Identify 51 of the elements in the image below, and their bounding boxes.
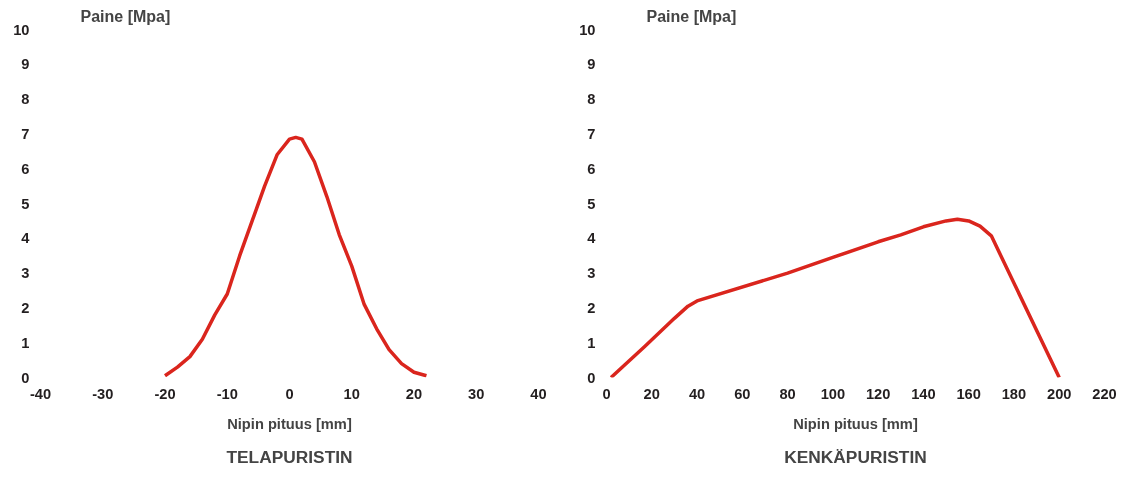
x-tick-label: 80 [779,385,796,402]
y-tick-label: 8 [21,91,30,108]
y-tick-label: 10 [579,21,596,38]
y-tick-label: 9 [587,56,596,73]
x-tick-label: 0 [602,385,611,402]
x-tick-label: 60 [734,385,751,402]
x-tick-label: 30 [468,385,485,402]
text: KENKÄPURISTIN [784,446,927,467]
line-series [163,135,429,378]
y-tick-label: 4 [587,230,597,247]
x-tick-label: -40 [29,385,52,402]
x-tick-label: 120 [865,385,891,402]
x-axis-title: Nipin pituus [mm] [227,415,352,432]
x-tick-label: 140 [911,385,936,402]
y-tick-label: 3 [587,265,596,282]
x-tick-label: -30 [92,385,114,402]
x-tick-label: 40 [688,385,706,402]
y-tick-label: 5 [21,195,30,212]
y-tick-label: 3 [21,265,30,282]
y-tick-label: 2 [587,299,596,316]
y-tick-label: 1 [587,334,596,351]
x-tick-label: 0 [285,385,294,402]
x-tick-label: 20 [405,385,423,402]
x-axis-title: Nipin pituus [mm] [793,415,918,432]
x-tick-label: 20 [643,385,660,402]
y-tick-label: 4 [21,230,31,247]
x-tick-label: 180 [1001,385,1027,402]
y-tick-label: 2 [21,299,30,316]
x-tick-label: 100 [820,385,846,402]
x-tick-label: 220 [1092,385,1117,402]
y-tick-label: 1 [21,334,30,351]
x-tick-label: 10 [343,385,360,402]
y-tick-label: 0 [21,369,30,386]
y-tick-label: 6 [21,160,30,177]
y-tick-label: 6 [587,160,596,177]
y-tick-label: 0 [587,369,596,386]
y-tick-label: 9 [21,56,30,73]
x-tick-label: -20 [154,385,176,402]
x-tick-label: 200 [1047,385,1072,402]
y-axis-title: Paine [Mpa] [646,7,737,25]
x-tick-label: -10 [216,385,238,402]
y-tick-label: 10 [13,21,30,38]
y-tick-label: 5 [587,195,596,212]
x-tick-label: 160 [956,385,981,402]
y-tick-label: 7 [587,125,596,142]
y-tick-label: 8 [587,91,596,108]
y-tick-label: 7 [21,125,30,142]
text: TELAPURISTIN [226,446,353,467]
y-axis-title: Paine [Mpa] [80,7,171,25]
line-series [609,217,1061,378]
x-tick-label: 40 [530,385,547,402]
